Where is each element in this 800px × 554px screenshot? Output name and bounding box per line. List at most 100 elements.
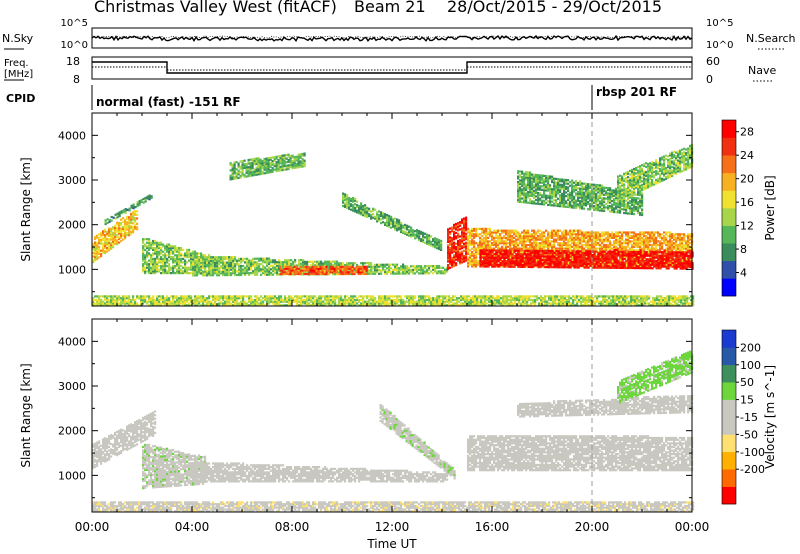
noise-right-label: N.Search (746, 32, 796, 45)
echo-region (92, 209, 139, 264)
colorbar-label: Velocity [m s^-1] (763, 365, 777, 469)
x-tick-label: 20:00 (575, 520, 610, 534)
echo-region (142, 238, 219, 275)
freq-panel-frame (91, 56, 693, 80)
colorbar-cell (722, 260, 736, 279)
echo-region (342, 192, 443, 251)
noise-sky-trace (91, 34, 693, 43)
echo-region (517, 170, 644, 217)
y-tick-label: 3000 (58, 174, 86, 187)
freq-label: Freq. (4, 58, 29, 69)
colorbar-cell (722, 208, 736, 226)
colorbar-cell (722, 364, 736, 383)
echo-region (617, 350, 694, 404)
nave-label: Nave (748, 64, 776, 77)
colorbar-cell (722, 469, 736, 487)
colorbar-cell (722, 417, 736, 435)
echo-region (479, 248, 694, 270)
colorbar-tick-label: 16 (740, 196, 754, 209)
x-tick-label: 00:00 (75, 520, 110, 534)
colorbar-tick-label: -50 (740, 428, 758, 441)
station-title: Christmas Valley West (fitACF) (94, 0, 337, 16)
colorbar-label: Power [dB] (763, 175, 777, 240)
colorbar-tick-label: -15 (740, 411, 758, 424)
power-panel-colorbar (721, 119, 739, 297)
echo-region (467, 435, 694, 472)
colorbar-tick-label: 20 (740, 173, 754, 186)
echo-region (379, 403, 456, 480)
colorbar-cell (722, 190, 736, 209)
freq-left-tick: 8 (73, 73, 80, 86)
noise-left-tick: 10^0 (61, 40, 88, 51)
colorbar-frame (721, 119, 737, 297)
echo-region (447, 216, 468, 270)
beam-title: Beam 21 (354, 0, 426, 16)
colorbar-cell (722, 347, 736, 366)
freq-left-tick: 18 (66, 55, 80, 68)
x-tick-label: 16:00 (475, 520, 510, 534)
echo-region (92, 295, 695, 307)
x-tick-label: 12:00 (375, 520, 410, 534)
echo-region (192, 460, 449, 483)
x-tick-label: 08:00 (275, 520, 310, 534)
y-tick-label: 1000 (58, 469, 86, 482)
freq-unit-label: [MHz] (4, 69, 33, 80)
y-tick-label: 2000 (58, 219, 86, 232)
y-axis-label: Slant Range [km] (19, 157, 33, 261)
colorbar-cell (722, 278, 736, 297)
echo-region (517, 395, 694, 418)
cpid-mode-rbsp: rbsp 201 RF (596, 85, 677, 99)
colorbar-cell (722, 243, 736, 262)
date-range-title: 28/Oct/2015 - 29/Oct/2015 (447, 0, 662, 16)
frequency-trace (92, 61, 692, 74)
power-panel (91, 112, 695, 307)
colorbar-cell (722, 172, 736, 191)
colorbar-tick-label: 15 (740, 394, 754, 407)
colorbar-tick-label: 4 (740, 267, 747, 280)
colorbar-tick-label: 28 (740, 126, 754, 139)
colorbar-tick-label: 200 (740, 341, 761, 354)
noise-left-tick: 10^5 (61, 18, 88, 29)
x-tick-label: 04:00 (175, 520, 210, 534)
cpid-mode-normal: normal (fast) -151 RF (96, 95, 241, 109)
nave-right-tick: 60 (706, 55, 720, 68)
noise-left-label: N.Sky (2, 32, 34, 45)
colorbar-tick-label: -200 (740, 463, 765, 476)
cpid-label: CPID (6, 92, 35, 105)
velocity-panel-colorbar (721, 329, 739, 505)
y-tick-label: 4000 (58, 335, 86, 348)
echo-region (279, 265, 368, 276)
colorbar-cell (722, 382, 736, 400)
y-axis-label: Slant Range [km] (19, 363, 33, 467)
y-tick-label: 2000 (58, 425, 86, 438)
y-tick-label: 3000 (58, 380, 86, 393)
y-tick-label: 1000 (58, 263, 86, 276)
echo-region (92, 410, 157, 470)
colorbar-cell (722, 399, 736, 418)
x-axis-label: Time UT (366, 537, 417, 551)
echo-region (229, 152, 306, 181)
colorbar-cell (722, 330, 736, 348)
nave-right-tick: 0 (706, 73, 713, 86)
colorbar-tick-label: 8 (740, 243, 747, 256)
velocity-panel (91, 318, 695, 513)
colorbar-tick-label: 100 (740, 359, 761, 372)
colorbar-tick-label: -100 (740, 446, 765, 459)
colorbar-cell (722, 434, 736, 453)
colorbar-cell (722, 120, 736, 138)
colorbar-cell (722, 451, 736, 470)
echo-region (92, 501, 695, 513)
noise-right-tick: 10^5 (706, 18, 733, 29)
colorbar-tick-label: 12 (740, 220, 754, 233)
colorbar-cell (722, 137, 736, 156)
colorbar-cell (722, 155, 736, 174)
colorbar-tick-label: 24 (740, 149, 754, 162)
colorbar-cell (722, 486, 736, 505)
y-tick-label: 4000 (58, 129, 86, 142)
x-tick-label: 00:00 (675, 520, 710, 534)
echo-region (104, 194, 153, 226)
colorbar-tick-label: 50 (740, 376, 754, 389)
noise-right-tick: 10^0 (706, 40, 733, 51)
colorbar-cell (722, 225, 736, 244)
